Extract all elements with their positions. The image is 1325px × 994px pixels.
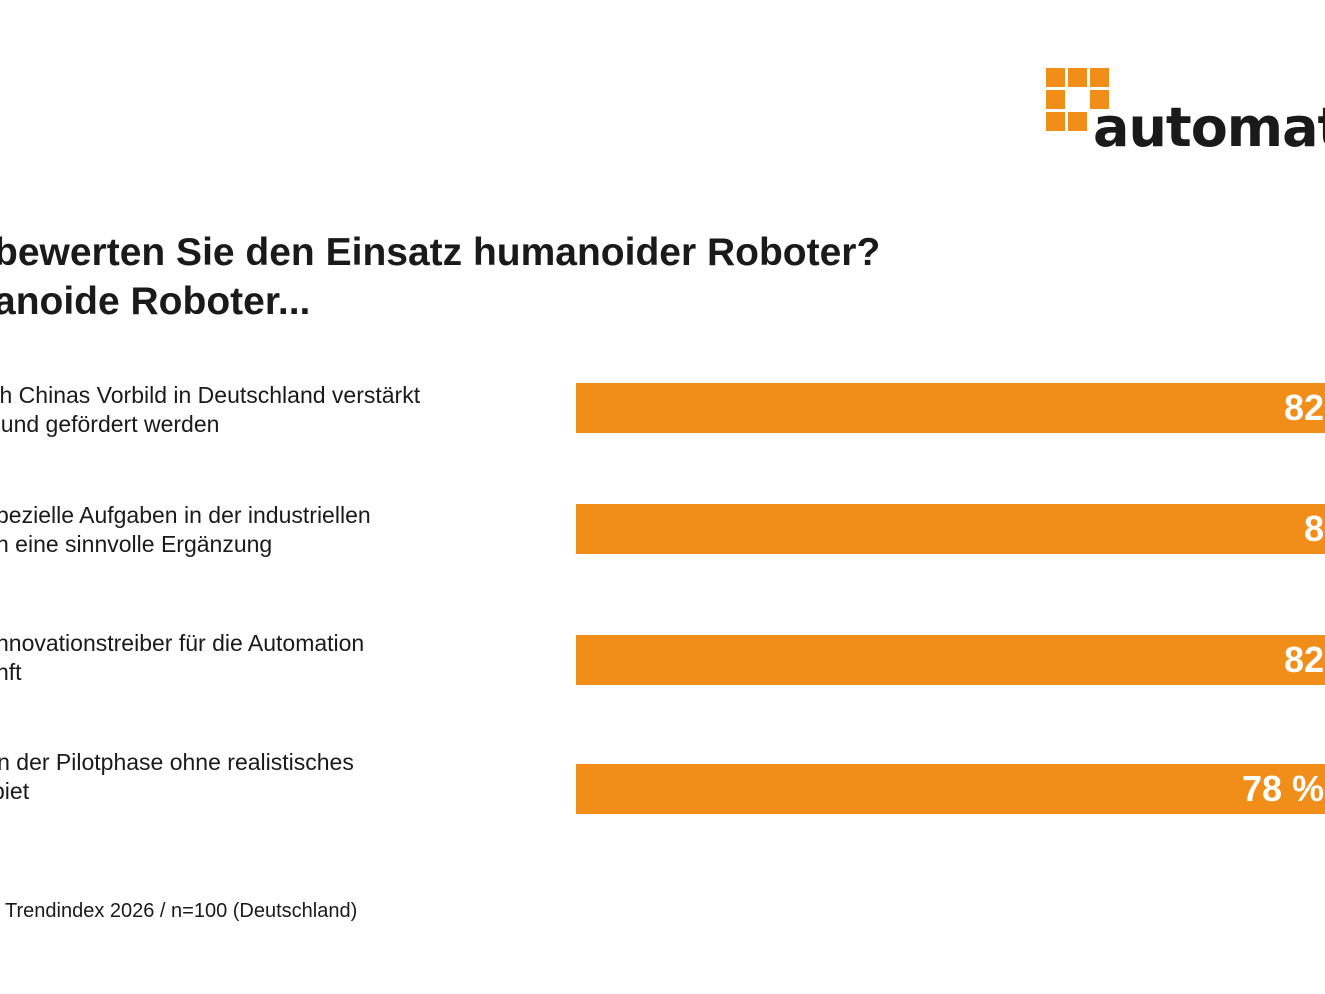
bar-value-label: 8 xyxy=(1304,508,1325,549)
logo-square xyxy=(1090,68,1109,87)
bar xyxy=(576,764,1325,814)
chart-title-line: anoide Roboter... xyxy=(0,280,311,323)
category-label-line: n eine sinnvolle Ergänzung xyxy=(0,531,273,557)
footnote: Trendindex 2026 / n=100 (Deutschland) xyxy=(5,900,358,922)
category-label-line: biet xyxy=(0,778,30,804)
logo-square xyxy=(1068,112,1087,131)
category-label-line: t und gefördert werden xyxy=(0,411,220,437)
category-label: nnovationstreiber für die Automation nft xyxy=(0,629,364,687)
automatica-logo: automat xyxy=(1046,68,1325,158)
logo-square xyxy=(1046,68,1065,87)
bar xyxy=(576,383,1325,433)
category-label-line: ch Chinas Vorbild in Deutschland verstär… xyxy=(0,382,421,408)
category-label: in der Pilotphase ohne realistisches biet xyxy=(0,748,354,806)
logo-square xyxy=(1090,90,1109,109)
logo-square xyxy=(1046,90,1065,109)
chart-title: bewerten Sie den Einsatz humanoider Robo… xyxy=(0,228,880,326)
logo-square xyxy=(1046,112,1065,131)
bar-value-label: 82 xyxy=(1284,639,1325,680)
bar-value-label: 78 % xyxy=(1242,768,1325,809)
bar-value-label: 82 xyxy=(1284,387,1325,428)
logo-square xyxy=(1068,68,1087,87)
chart-title-line: bewerten Sie den Einsatz humanoider Robo… xyxy=(0,231,881,274)
category-label-line: nft xyxy=(0,659,22,685)
logo-wordmark: automat xyxy=(1093,96,1325,158)
category-label: ch Chinas Vorbild in Deutschland verstär… xyxy=(0,381,420,439)
category-label: pezielle Aufgaben in der industriellen n … xyxy=(0,501,371,559)
bar xyxy=(576,635,1325,685)
category-label-line: in der Pilotphase ohne realistisches xyxy=(0,749,354,775)
bar xyxy=(576,504,1325,554)
category-label-line: nnovationstreiber für die Automation xyxy=(0,630,365,656)
category-label-line: pezielle Aufgaben in der industriellen xyxy=(0,502,371,528)
